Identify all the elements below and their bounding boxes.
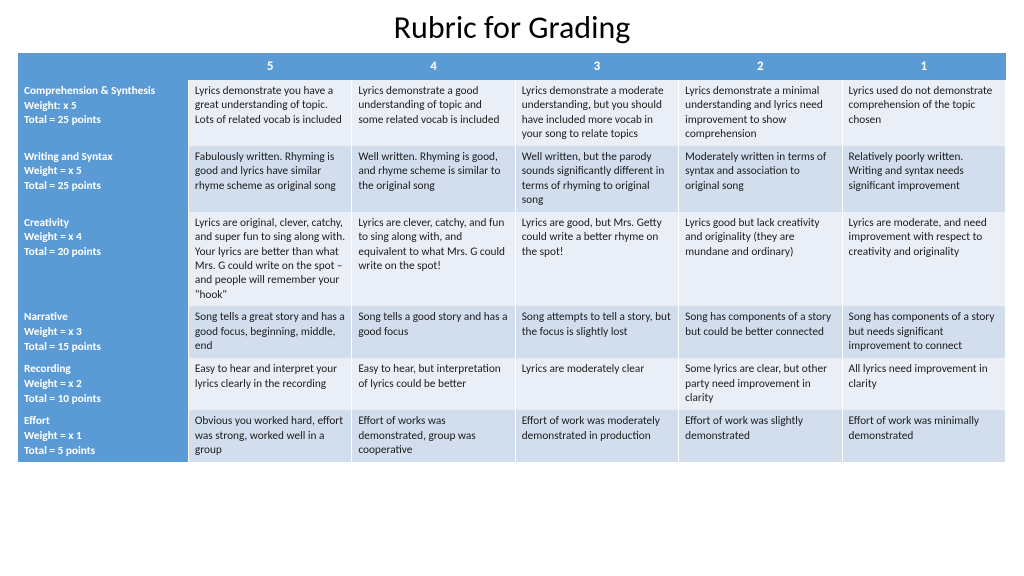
category-name: Comprehension & Synthesis [24, 84, 182, 99]
table-row: Comprehension & SynthesisWeight: x 5Tota… [18, 80, 1006, 146]
category-weight: Weight = x 5 [24, 164, 182, 179]
rubric-cell: Easy to hear, but interpretation of lyri… [352, 358, 515, 410]
category-header: CreativityWeight = x 4Total = 20 points [18, 212, 188, 307]
score-header: 2 [679, 53, 842, 80]
category-total: Total = 5 points [24, 444, 182, 459]
category-name: Writing and Syntax [24, 150, 182, 165]
category-weight: Weight: x 5 [24, 99, 182, 114]
category-name: Recording [24, 362, 182, 377]
category-total: Total = 15 points [24, 340, 182, 355]
rubric-table: 5 4 3 2 1 Comprehension & SynthesisWeigh… [18, 53, 1006, 462]
rubric-cell: Effort of work was moderately demonstrat… [515, 410, 678, 462]
rubric-cell: Lyrics are original, clever, catchy, and… [188, 212, 351, 307]
rubric-cell: Moderately written in terms of syntax an… [679, 146, 842, 212]
rubric-cell: Lyrics are good, but Mrs. Getty could wr… [515, 212, 678, 307]
table-row: RecordingWeight = x 2Total = 10 pointsEa… [18, 358, 1006, 410]
category-header: Writing and SyntaxWeight = x 5Total = 25… [18, 146, 188, 212]
header-blank [18, 53, 188, 80]
table-row: Writing and SyntaxWeight = x 5Total = 25… [18, 146, 1006, 212]
score-header: 4 [352, 53, 515, 80]
rubric-cell: Effort of work was minimally demonstrate… [842, 410, 1005, 462]
rubric-cell: Lyrics demonstrate you have a great unde… [188, 80, 351, 146]
rubric-cell: Well written, but the parody sounds sign… [515, 146, 678, 212]
rubric-cell: Lyrics demonstrate a good understanding … [352, 80, 515, 146]
category-total: Total = 25 points [24, 179, 182, 194]
rubric-cell: Song attempts to tell a story, but the f… [515, 306, 678, 358]
rubric-cell: Fabulously written. Rhyming is good and … [188, 146, 351, 212]
category-weight: Weight = x 4 [24, 230, 182, 245]
rubric-cell: Obvious you worked hard, effort was stro… [188, 410, 351, 462]
rubric-cell: Well written. Rhyming is good, and rhyme… [352, 146, 515, 212]
category-total: Total = 20 points [24, 245, 182, 260]
score-header: 3 [515, 53, 678, 80]
score-header: 5 [188, 53, 351, 80]
rubric-cell: Effort of work was slightly demonstrated [679, 410, 842, 462]
rubric-cell: Song tells a good story and has a good f… [352, 306, 515, 358]
rubric-cell: Effort of works was demonstrated, group … [352, 410, 515, 462]
rubric-cell: Relatively poorly written. Writing and s… [842, 146, 1005, 212]
page-title: Rubric for Grading [18, 8, 1006, 47]
rubric-cell: Lyrics good but lack creativity and orig… [679, 212, 842, 307]
category-weight: Weight = x 3 [24, 325, 182, 340]
category-name: Effort [24, 414, 182, 429]
category-header: EffortWeight = x 1Total = 5 points [18, 410, 188, 462]
category-header: Comprehension & SynthesisWeight: x 5Tota… [18, 80, 188, 146]
category-header: NarrativeWeight = x 3Total = 15 points [18, 306, 188, 358]
rubric-cell: Lyrics are clever, catchy, and fun to si… [352, 212, 515, 307]
rubric-cell: Some lyrics are clear, but other party n… [679, 358, 842, 410]
table-row: NarrativeWeight = x 3Total = 15 pointsSo… [18, 306, 1006, 358]
rubric-cell: Lyrics demonstrate a moderate understand… [515, 80, 678, 146]
rubric-cell: Lyrics used do not demonstrate comprehen… [842, 80, 1005, 146]
header-row: 5 4 3 2 1 [18, 53, 1006, 80]
rubric-cell: Lyrics are moderately clear [515, 358, 678, 410]
category-header: RecordingWeight = x 2Total = 10 points [18, 358, 188, 410]
category-total: Total = 25 points [24, 113, 182, 128]
rubric-cell: Song tells a great story and has a good … [188, 306, 351, 358]
rubric-cell: Lyrics are moderate, and need improvemen… [842, 212, 1005, 307]
rubric-cell: Song has components of a story but could… [679, 306, 842, 358]
score-header: 1 [842, 53, 1005, 80]
rubric-cell: Song has components of a story but needs… [842, 306, 1005, 358]
category-weight: Weight = x 1 [24, 429, 182, 444]
rubric-cell: Easy to hear and interpret your lyrics c… [188, 358, 351, 410]
table-row: EffortWeight = x 1Total = 5 pointsObviou… [18, 410, 1006, 462]
rubric-cell: All lyrics need improvement in clarity [842, 358, 1005, 410]
rubric-cell: Lyrics demonstrate a minimal understandi… [679, 80, 842, 146]
category-total: Total = 10 points [24, 392, 182, 407]
category-name: Narrative [24, 310, 182, 325]
category-name: Creativity [24, 216, 182, 231]
category-weight: Weight = x 2 [24, 377, 182, 392]
table-row: CreativityWeight = x 4Total = 20 pointsL… [18, 212, 1006, 307]
